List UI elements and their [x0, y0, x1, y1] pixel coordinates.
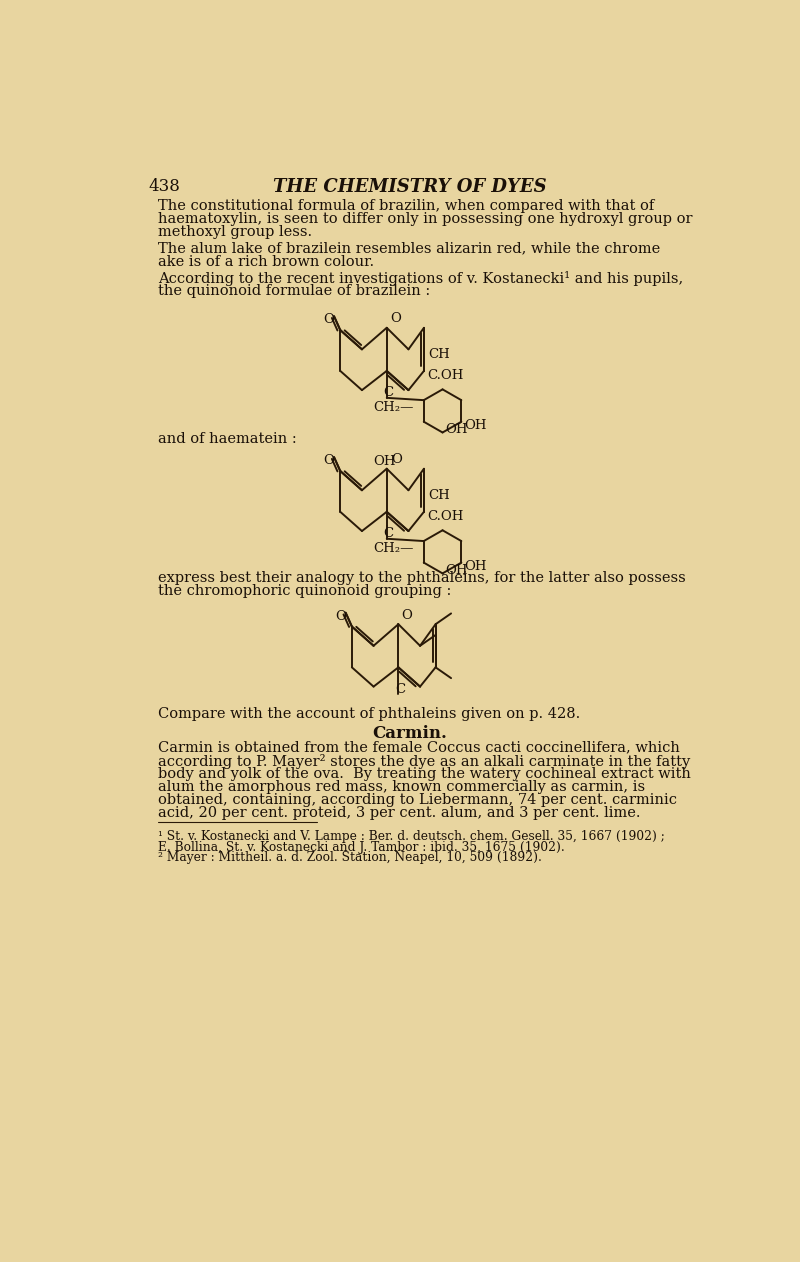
Text: OH: OH [373, 454, 395, 468]
Text: 438: 438 [148, 178, 180, 194]
Text: OH: OH [465, 419, 487, 432]
Text: ¹ St. v. Kostanecki and V. Lampe : Ber. d. deutsch. chem. Gesell. 35, 1667 (1902: ¹ St. v. Kostanecki and V. Lampe : Ber. … [158, 830, 665, 843]
Text: O: O [402, 608, 412, 622]
Text: ake is of a rich brown colour.: ake is of a rich brown colour. [158, 255, 374, 269]
Text: O: O [390, 313, 401, 326]
Text: CH: CH [429, 348, 450, 361]
Text: O: O [323, 313, 334, 326]
Text: O: O [323, 454, 334, 467]
Text: Carmin.: Carmin. [373, 726, 447, 742]
Text: O: O [335, 610, 346, 622]
Text: The alum lake of brazilein resembles alizarin red, while the chrome: The alum lake of brazilein resembles ali… [158, 241, 660, 255]
Text: C: C [384, 528, 394, 540]
Text: and of haematein :: and of haematein : [158, 433, 297, 447]
Text: acid, 20 per cent. proteid, 3 per cent. alum, and 3 per cent. lime.: acid, 20 per cent. proteid, 3 per cent. … [158, 806, 641, 820]
Text: ² Mayer : Mittheil. a. d. Zool. Station, Neapel, 10, 509 (1892).: ² Mayer : Mittheil. a. d. Zool. Station,… [158, 852, 542, 864]
Text: E. Bollina, St. v. Kostanecki and J. Tambor : ibid. 35, 1675 (1902).: E. Bollina, St. v. Kostanecki and J. Tam… [158, 840, 565, 853]
Text: C: C [384, 386, 394, 399]
Text: express best their analogy to the phthaleins, for the latter also possess: express best their analogy to the phthal… [158, 572, 686, 586]
Text: According to the recent investigations of v. Kostanecki¹ and his pupils,: According to the recent investigations o… [158, 271, 683, 285]
Text: OH: OH [446, 423, 468, 437]
Text: The constitutional formula of brazilin, when compared with that of: The constitutional formula of brazilin, … [158, 199, 654, 213]
Text: C.OH: C.OH [427, 370, 463, 382]
Text: OH: OH [446, 564, 468, 577]
Text: CH₂—: CH₂— [373, 401, 413, 414]
Text: methoxyl group less.: methoxyl group less. [158, 226, 312, 240]
Text: according to P. Mayer² stores the dye as an alkali carminate in the fatty: according to P. Mayer² stores the dye as… [158, 753, 690, 769]
Text: OH: OH [465, 559, 487, 573]
Text: alum the amorphous red mass, known commercially as carmin, is: alum the amorphous red mass, known comme… [158, 780, 646, 794]
Text: CH: CH [429, 488, 450, 502]
Text: haematoxylin, is seen to differ only in possessing one hydroxyl group or: haematoxylin, is seen to differ only in … [158, 212, 693, 226]
Text: THE CHEMISTRY OF DYES: THE CHEMISTRY OF DYES [273, 178, 547, 196]
Text: CH₂—: CH₂— [373, 541, 413, 555]
Text: Compare with the account of phthaleins given on p. 428.: Compare with the account of phthaleins g… [158, 708, 580, 722]
Text: O: O [391, 453, 402, 466]
Text: C: C [395, 683, 406, 695]
Text: the quinonoid formulae of brazilein :: the quinonoid formulae of brazilein : [158, 284, 430, 298]
Text: the chromophoric quinonoid grouping :: the chromophoric quinonoid grouping : [158, 584, 451, 598]
Text: body and yolk of the ova.  By treating the watery cochineal extract with: body and yolk of the ova. By treating th… [158, 767, 691, 781]
Text: C.OH: C.OH [427, 510, 463, 524]
Text: Carmin is obtained from the female Coccus cacti coccinellifera, which: Carmin is obtained from the female Coccu… [158, 741, 680, 755]
Text: obtained, containing, according to Liebermann, 74 per cent. carminic: obtained, containing, according to Liebe… [158, 793, 677, 806]
